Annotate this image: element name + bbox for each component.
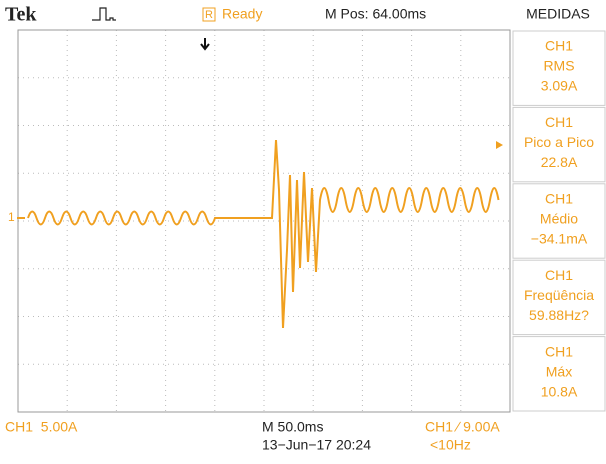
measurements: CH1 RMS 3.09A CH1 Pico a Pico 22.8A CH1 Médio −3… [512, 30, 606, 412]
panel-title: MEDIDAS [526, 6, 590, 22]
measurement-name: Freqüência [524, 287, 594, 303]
status-icon: R [205, 9, 213, 21]
measurement-value: 3.09A [541, 78, 578, 94]
measurement-name: Médio [540, 211, 578, 227]
channel-marker: 1 [8, 210, 15, 224]
position: M Pos: 64.00ms [325, 6, 426, 22]
measurement-box [512, 30, 606, 106]
date: 13−Jun−17 20:24 [262, 437, 371, 453]
waveform [27, 139, 500, 329]
measurement-source: CH1 [545, 343, 573, 359]
measurement-box [512, 336, 606, 412]
measurement-name: Pico a Pico [524, 134, 594, 150]
time-scale: M 50.0ms [262, 419, 323, 435]
measurement-box [512, 259, 606, 336]
measurement-value: 10.8A [541, 383, 578, 399]
measurement-value: −34.1mA [531, 231, 588, 247]
trigger: CH1 ∕ 9.00A [425, 419, 500, 435]
measurement-source: CH1 [545, 114, 573, 130]
brand: Tek [5, 4, 37, 26]
trigger-freq: <10Hz [430, 437, 471, 453]
screen-border [17, 29, 511, 413]
status: Ready [222, 6, 262, 22]
status-box [202, 7, 216, 22]
measurement-source: CH1 [545, 267, 573, 283]
channel-scale: CH1 5.00A [5, 419, 78, 435]
trigger-arrow [200, 38, 210, 51]
trigger-level [496, 141, 503, 149]
measurement-source: CH1 [545, 38, 573, 54]
measurement-box [512, 183, 606, 259]
trigger-icon [92, 7, 116, 21]
measurement-name: Máx [546, 363, 572, 379]
measurement-box [512, 106, 606, 183]
measurement-source: CH1 [545, 191, 573, 207]
measurement-value: 59.88Hz? [529, 307, 589, 323]
measurement-value: 22.8A [541, 154, 578, 170]
measurement-name: RMS [543, 58, 574, 74]
